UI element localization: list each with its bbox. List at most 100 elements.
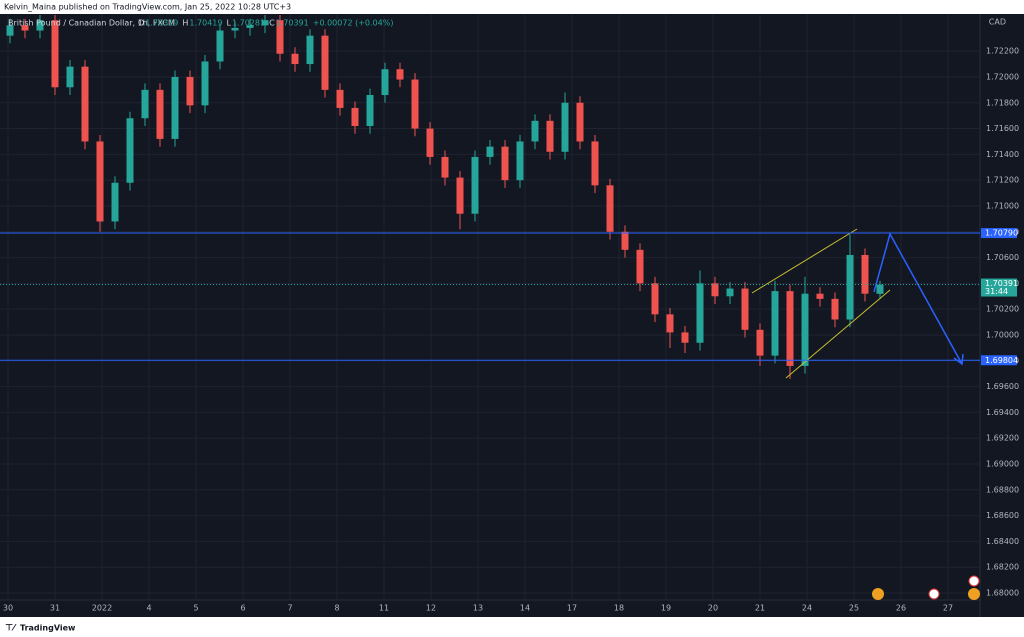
level-label: 1.69804 xyxy=(985,356,1018,365)
x-tick-label: 20 xyxy=(708,604,718,613)
x-tick-label: 13 xyxy=(473,604,483,613)
x-tick-label: 31 xyxy=(50,604,60,613)
candle-body xyxy=(516,141,524,181)
candle-body xyxy=(771,291,779,356)
plot-bg xyxy=(0,14,1024,617)
candle-body xyxy=(186,76,194,106)
candle-body xyxy=(456,177,464,214)
ohlc-key: O xyxy=(138,19,144,28)
candle-body xyxy=(651,283,659,315)
candle-body xyxy=(831,298,839,320)
ohlc-value: 1.70281 xyxy=(232,19,265,28)
y-tick-label: 1.71200 xyxy=(986,176,1019,185)
level-tag xyxy=(981,228,1017,239)
candle-body xyxy=(21,25,29,31)
event-icon xyxy=(968,575,980,587)
x-tick-label: 5 xyxy=(193,604,198,613)
candle-body xyxy=(786,291,794,366)
candle-body xyxy=(591,141,599,186)
event-icon xyxy=(968,588,980,600)
channel-line xyxy=(785,289,891,379)
candle-body xyxy=(261,20,269,26)
candle-body xyxy=(846,254,854,320)
last-price-label: 1.70391 xyxy=(985,279,1018,288)
candle-body xyxy=(51,20,59,88)
candle-body xyxy=(606,185,614,232)
channel-line xyxy=(751,228,858,294)
candle-body xyxy=(246,25,254,28)
candle-body xyxy=(561,102,569,152)
y-tick-label: 1.69200 xyxy=(986,434,1019,443)
candle-body xyxy=(711,283,719,297)
candle-body xyxy=(96,141,104,222)
ohlc-value: 1.70391 xyxy=(276,19,309,28)
y-tick-label: 1.70600 xyxy=(986,253,1019,262)
y-tick-label: 1.71000 xyxy=(986,201,1019,210)
candle-body xyxy=(291,53,299,65)
x-tick-label: 18 xyxy=(614,604,624,613)
event-icon xyxy=(928,588,940,600)
candle-body xyxy=(381,69,389,96)
candle-body xyxy=(501,146,509,181)
ohlc-key: H xyxy=(182,19,188,28)
y-tick-label: 1.68400 xyxy=(986,537,1019,546)
candle-body xyxy=(336,89,344,108)
currency: CAD xyxy=(989,18,1006,27)
candle-body xyxy=(216,30,224,62)
candle-body xyxy=(531,120,539,142)
x-tick-label: 17 xyxy=(567,604,577,613)
candle-body xyxy=(396,69,404,80)
y-tick-label: 1.68800 xyxy=(986,485,1019,494)
candle-body xyxy=(621,231,629,250)
logo-mark: ⊤⁄ xyxy=(5,624,17,634)
candle-body xyxy=(681,332,689,343)
x-tick-label: 12 xyxy=(426,604,436,613)
y-tick-label: 1.68000 xyxy=(986,589,1019,598)
candle-body xyxy=(36,20,44,31)
level-tag xyxy=(981,355,1017,366)
candle-body xyxy=(741,288,749,330)
candle-body xyxy=(546,120,554,152)
x-tick-label: 30 xyxy=(3,604,13,613)
x-tick-label: 2022 xyxy=(92,604,112,613)
x-tick-label: 24 xyxy=(802,604,812,613)
candle-body xyxy=(201,61,209,106)
publisher: Kelvin_Maina published on TradingView.co… xyxy=(4,3,291,12)
candle-body xyxy=(366,95,374,126)
ohlc-value: 1.70419 xyxy=(189,19,222,28)
candle-body xyxy=(111,182,119,222)
y-tick-label: 1.72000 xyxy=(986,72,1019,81)
candle-body xyxy=(471,156,479,214)
candle-body xyxy=(861,254,869,294)
event-icon xyxy=(872,588,884,600)
candle-body xyxy=(756,329,764,356)
ohlc-key: C xyxy=(269,19,275,28)
candle-body xyxy=(6,25,14,36)
candle-body xyxy=(231,27,239,31)
x-tick-label: 25 xyxy=(849,604,859,613)
x-tick-label: 14 xyxy=(520,604,530,613)
ohlc-change: +0.00072 (+0.04%) xyxy=(313,19,394,28)
ohlc-key: L xyxy=(227,19,232,28)
y-tick-label: 1.68200 xyxy=(986,563,1019,572)
candle-body xyxy=(636,249,644,284)
x-tick-label: 21 xyxy=(755,604,765,613)
header-bar xyxy=(0,0,1024,14)
x-tick-label: 4 xyxy=(146,604,151,613)
y-tick-label: 1.70000 xyxy=(986,330,1019,339)
x-tick-label: 8 xyxy=(334,604,339,613)
y-tick-label: 1.71600 xyxy=(986,124,1019,133)
footer-logo: TradingView xyxy=(20,624,76,633)
y-tick-label: 1.71800 xyxy=(986,98,1019,107)
candle-body xyxy=(441,156,449,178)
candle-body xyxy=(726,288,734,297)
candle-body xyxy=(816,293,824,299)
candle-body xyxy=(171,76,179,139)
candle-body xyxy=(66,66,74,88)
candle-body xyxy=(876,284,884,294)
candle-body xyxy=(576,102,584,142)
y-tick-label: 1.68600 xyxy=(986,511,1019,520)
footer-bar xyxy=(0,617,1024,637)
y-tick-label: 1.69000 xyxy=(986,459,1019,468)
